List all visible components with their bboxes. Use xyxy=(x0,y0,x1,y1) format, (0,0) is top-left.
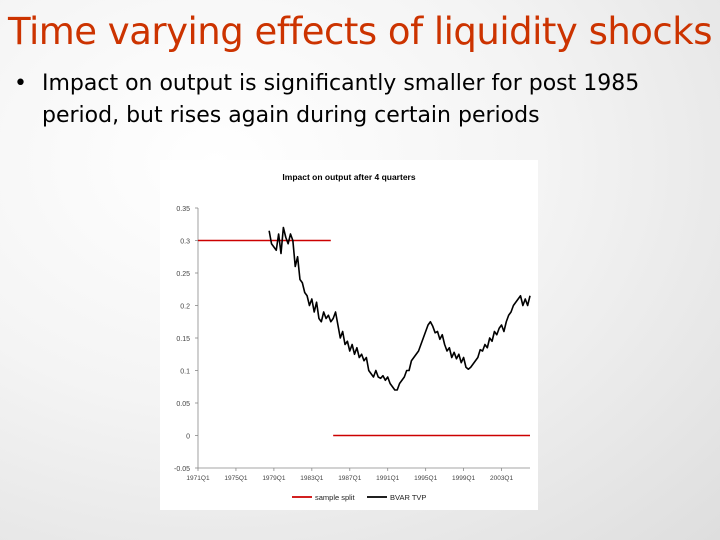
x-tick-label: 1971Q1 xyxy=(186,475,210,482)
y-tick-label: 0.2 xyxy=(180,304,190,311)
y-tick-label: 0.35 xyxy=(176,206,190,213)
y-tick-label: 0.25 xyxy=(176,271,190,278)
legend: sample split BVAR TVP xyxy=(292,493,426,502)
y-tick-label: 0.3 xyxy=(180,239,190,246)
legend-label-sample-split: sample split xyxy=(315,493,356,502)
x-tick-label: 1999Q1 xyxy=(452,475,476,482)
axes: -0.05 0 0.05 0.1 0.15 0.2 0.25 0.3 0.35 1971Q1 197… xyxy=(174,206,530,482)
x-tick-label: 2003Q1 xyxy=(490,475,514,482)
chart-frame: Impact on output after 4 quarters -0.05 0… xyxy=(160,160,538,510)
x-tick-label: 1987Q1 xyxy=(338,475,362,482)
slide-title: Time varying effects of liquidity shocks xyxy=(8,10,712,53)
x-tick-label: 1983Q1 xyxy=(300,475,324,482)
legend-label-bvar-tvp: BVAR TVP xyxy=(390,493,426,502)
series-line-bvar-tvp xyxy=(268,226,531,391)
y-tick-label: 0.1 xyxy=(180,369,190,376)
series-layer xyxy=(198,226,531,437)
y-tick-label: -0.05 xyxy=(174,466,190,473)
x-tick-label: 1995Q1 xyxy=(414,475,438,482)
y-tick-label: 0 xyxy=(186,434,190,441)
y-tick-label: 0.15 xyxy=(176,336,190,343)
line-chart: Impact on output after 4 quarters -0.05 0… xyxy=(174,172,531,502)
x-tick-label: 1979Q1 xyxy=(262,475,286,482)
y-tick-label: 0.05 xyxy=(176,401,190,408)
x-tick-label: 1991Q1 xyxy=(376,475,400,482)
chart-title: Impact on output after 4 quarters xyxy=(282,172,415,182)
bullet-dot: • xyxy=(14,71,27,96)
x-tick-label: 1975Q1 xyxy=(224,475,248,482)
bullet-text: Impact on output is significantly smalle… xyxy=(42,71,640,128)
bullet-item: • Impact on output is significantly smal… xyxy=(14,68,714,132)
